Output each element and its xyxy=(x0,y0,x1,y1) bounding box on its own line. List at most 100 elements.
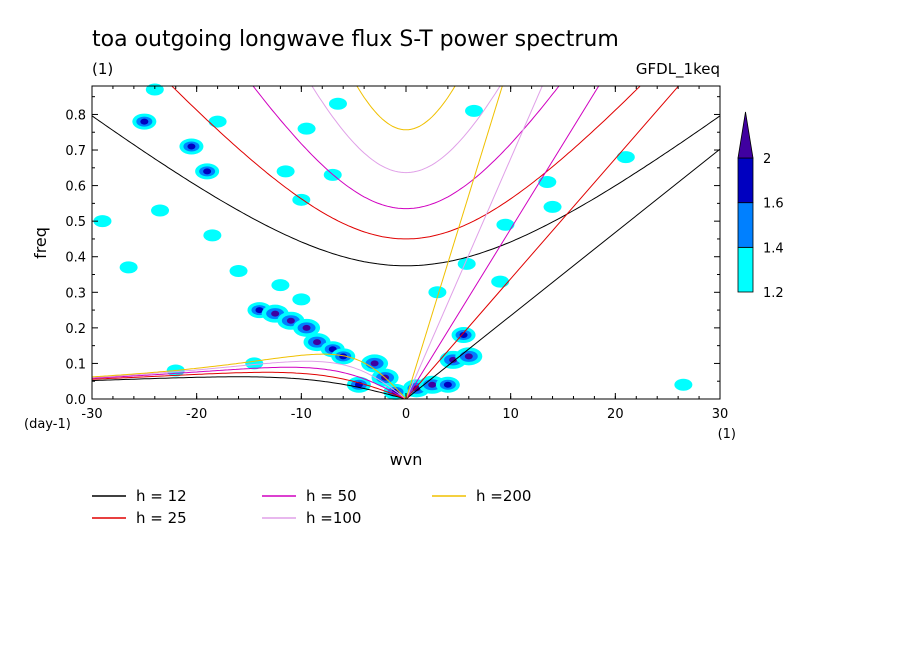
rossby-curve xyxy=(92,360,407,399)
power-blob-outer xyxy=(203,229,222,242)
power-blob-outer xyxy=(428,286,447,299)
x-tick-label: 20 xyxy=(607,407,624,422)
power-contours xyxy=(93,83,693,400)
power-blob-outer xyxy=(208,115,227,128)
y-unit-label: (day-1) xyxy=(24,417,71,432)
legend-label: h = 25 xyxy=(136,509,187,527)
y-tick-label: 0.6 xyxy=(65,180,86,195)
rossby-curve xyxy=(92,371,407,399)
power-blob-core xyxy=(370,360,379,367)
x-tick-label: 30 xyxy=(712,407,729,422)
power-blob-core xyxy=(140,118,149,125)
y-tick-label: 0.4 xyxy=(65,251,86,266)
power-blob-core xyxy=(464,353,473,360)
power-blob-core xyxy=(271,310,280,317)
power-blob-core xyxy=(339,353,348,360)
power-blob-outer xyxy=(457,257,476,270)
power-blob-outer xyxy=(328,97,347,110)
rossby-curve xyxy=(92,353,407,399)
dispersion-curves xyxy=(92,86,720,399)
inertia-gravity-curve xyxy=(92,115,720,267)
x-axis: -30 -20 -10 0 10 20 30 xyxy=(81,86,728,422)
legend-label: h =100 xyxy=(306,509,361,527)
colorbar-segment xyxy=(737,157,754,204)
chart-subtitle-left: (1) xyxy=(92,60,113,78)
rossby-curve xyxy=(92,366,407,399)
kelvin-wave-line xyxy=(405,86,680,399)
dispersion-curve-h12 xyxy=(92,115,720,399)
power-blob-outer xyxy=(93,215,112,228)
power-blob-outer xyxy=(229,264,248,277)
power-blob-outer xyxy=(271,279,290,292)
power-blob-core xyxy=(203,168,212,175)
power-blob-outer xyxy=(465,104,484,117)
chart-subtitle-right: GFDL_1keq xyxy=(636,60,720,79)
legend-label: h = 50 xyxy=(306,487,357,505)
power-blob-core xyxy=(449,356,458,363)
power-blob-outer xyxy=(292,293,311,306)
kelvin-wave-line xyxy=(405,86,543,399)
y-tick-label: 0.1 xyxy=(65,357,86,372)
power-blob-outer xyxy=(496,218,515,231)
x-tick-label: 0 xyxy=(402,407,410,422)
power-blob-outer xyxy=(292,193,311,206)
inertia-gravity-curve xyxy=(252,86,560,210)
power-blob-outer xyxy=(491,275,510,288)
colorbar-arrow xyxy=(737,111,754,159)
power-blob-core xyxy=(428,381,437,388)
power-blob-outer xyxy=(543,200,562,213)
legend-label: h =200 xyxy=(476,487,531,505)
dispersion-curve-h100 xyxy=(92,86,543,399)
power-blob-core xyxy=(302,324,311,331)
dispersion-curve-h50 xyxy=(92,86,600,399)
power-blob-core xyxy=(443,381,452,388)
power-blob-outer xyxy=(119,261,138,274)
y-tick-label: 0.3 xyxy=(65,286,86,301)
y-tick-label: 0.7 xyxy=(65,144,86,159)
y-tick-label: 0.5 xyxy=(65,215,86,230)
inertia-gravity-curve xyxy=(311,86,501,174)
x-tick-label: 10 xyxy=(502,407,519,422)
plot-frame xyxy=(91,85,721,400)
power-blob-outer xyxy=(145,83,164,96)
kelvin-wave-line xyxy=(405,86,503,399)
y-tick-label: 0.8 xyxy=(65,108,86,123)
x-tick-label: -30 xyxy=(81,407,102,422)
power-blob-outer xyxy=(674,378,693,391)
x-unit-label: (1) xyxy=(718,427,736,442)
colorbar-label: 2 xyxy=(763,152,771,167)
y-axis: 0.0 0.1 0.2 0.3 0.4 0.5 0.6 0.7 0.8 xyxy=(65,96,720,408)
x-tick-label: -20 xyxy=(186,407,207,422)
power-blob-core xyxy=(459,331,468,338)
rossby-curve xyxy=(92,376,407,399)
power-blob-core xyxy=(255,307,264,314)
power-blob-core xyxy=(313,339,322,346)
x-tick-label: -10 xyxy=(291,407,312,422)
power-blob-outer xyxy=(276,165,295,178)
y-axis-label: freq xyxy=(31,227,50,259)
power-blob-core xyxy=(286,317,295,324)
kelvin-wave-line xyxy=(405,86,600,399)
x-axis-label: wvn xyxy=(390,450,423,469)
power-blob-outer xyxy=(297,122,316,135)
power-blob-outer xyxy=(538,176,557,189)
power-blob-outer xyxy=(151,204,170,217)
colorbar-label: 1.2 xyxy=(763,286,784,301)
colorbar-segment xyxy=(737,246,754,293)
colorbar-segment xyxy=(737,202,754,248)
y-tick-label: 0.2 xyxy=(65,322,86,337)
kelvin-wave-line xyxy=(405,148,720,399)
legend: h = 12 h = 25 h = 50 h =100 h =200 xyxy=(92,487,531,527)
colorbar-label: 1.6 xyxy=(763,197,784,212)
colorbar: 1.2 1.4 1.6 2 xyxy=(737,111,784,301)
inertia-gravity-curve xyxy=(356,86,456,131)
dispersion-curve-h200 xyxy=(92,86,503,399)
colorbar-label: 1.4 xyxy=(763,241,784,256)
chart-title: toa outgoing longwave flux S-T power spe… xyxy=(92,27,619,52)
power-blob-outer xyxy=(616,151,635,164)
dispersion-curve-h25 xyxy=(92,86,680,399)
inertia-gravity-curve xyxy=(171,86,641,240)
power-blob-core xyxy=(187,143,196,150)
legend-label: h = 12 xyxy=(136,487,187,505)
